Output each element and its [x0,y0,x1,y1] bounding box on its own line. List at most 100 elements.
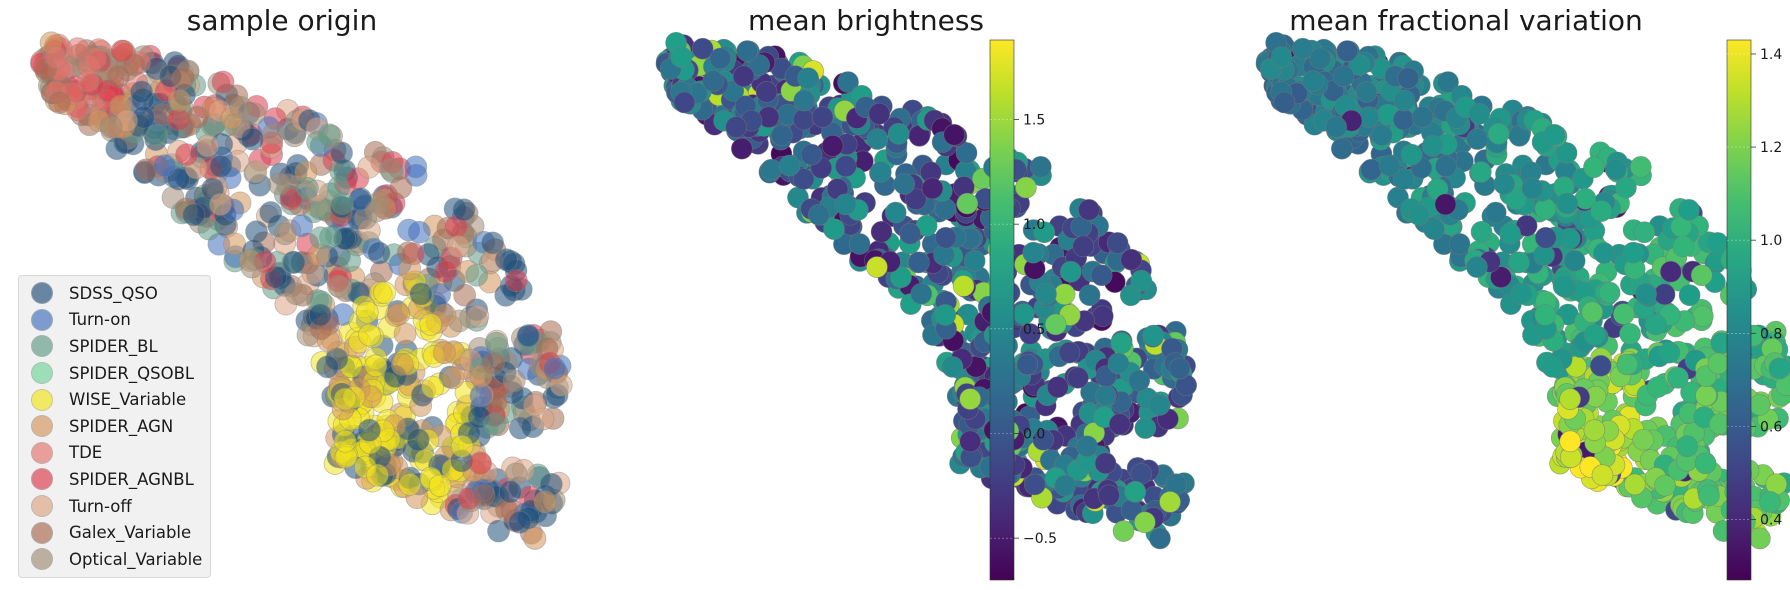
scatter-point [1644,313,1667,336]
scatter-point [273,222,297,246]
scatter-point [1091,305,1114,327]
scatter-point [483,412,507,436]
scatter-point [1044,313,1067,336]
scatter-point [797,67,819,90]
scatter-point [1421,135,1444,157]
scatter-point [910,282,933,305]
scatter-point [398,473,422,496]
scatter-point [308,303,332,327]
scatter-point [1392,108,1415,131]
scatter-point [1676,435,1698,458]
scatter-point [959,388,981,410]
legend-label: WISE_Variable [69,390,187,410]
scatter-point [893,173,916,195]
scatter-point [725,116,747,138]
scatter-point [1508,251,1530,274]
legend-entry: SPIDER_AGN [19,413,210,440]
scatter-point [1128,369,1151,392]
scatter-point [317,123,341,147]
scatter-point [327,274,350,298]
scatter-point [736,40,758,62]
scatter-point [1053,283,1076,306]
colorbar-tick-label: 1.5 [1023,113,1045,129]
scatter-point [364,199,388,223]
scatter-point [1095,384,1117,407]
scatter-point [890,266,912,289]
scatter-point [494,248,518,272]
scatter-point [1024,473,1046,496]
scatter-point [1015,176,1037,199]
scatter-point [1698,484,1720,507]
scatter-point [1378,154,1401,177]
scatter-point [955,142,978,164]
scatter-point [811,106,834,128]
scatter-point [956,192,979,215]
legend-label: SPIDER_BL [69,336,158,356]
scatter-point [921,177,944,200]
scatter-point [808,203,830,226]
scatter-point [282,250,306,274]
scatter-point [110,39,134,63]
scatter-point [105,137,129,161]
scatter-point [1360,158,1383,181]
colorbar-tick-label: −0.5 [1023,531,1057,547]
scatter-points [1255,31,1790,550]
scatter-point [1437,71,1459,93]
scatter-point [1291,37,1314,60]
scatter-point [1033,221,1056,244]
scatter-plot-sample-origin [30,31,573,550]
scatter-point [823,218,845,240]
scatter-point [1309,47,1332,70]
legend-label: SDSS_QSO [69,283,158,303]
scatter-point [1615,176,1637,199]
scatter-point [1448,233,1471,255]
panel-mean-fractional-variation: mean fractional variation 0.4 0.6 0.8 1.0 1.… [1200,0,1790,590]
scatter-point [1590,200,1613,222]
scatter-point [1120,248,1143,271]
scatter-point [338,249,362,273]
scatter-point [502,369,526,393]
scatter-point [1543,124,1566,146]
scatter-point [1355,81,1378,103]
scatter-point [1078,199,1100,221]
scatter-point [433,341,456,365]
scatter-point [196,134,220,158]
scatter-point [868,103,891,125]
scatter-point [523,393,547,417]
scatter-point [1581,301,1604,324]
scatter-point [333,387,357,411]
scatter-point [167,167,190,191]
scatter-point [908,251,930,274]
scatter-point [1022,241,1045,264]
scatter-point [209,192,232,216]
scatter-point [407,220,431,244]
scatter-point [452,198,476,222]
scatter-point [393,322,417,346]
scatter-point [1678,199,1700,221]
scatter-point [396,241,420,265]
legend-marker [31,415,53,438]
scatter-point [1619,323,1641,345]
scatter-point [1470,220,1493,243]
colorbar [989,39,1015,581]
scatter-point [130,80,153,104]
scatter-point [47,91,71,114]
scatter-point [153,154,177,178]
scatter-point [450,434,474,458]
scatter-point [1505,188,1527,210]
scatter-point [1563,250,1586,272]
colorbar-tick-label: 0.5 [1023,322,1045,338]
scatter-point [186,105,209,129]
scatter-point [197,217,221,241]
scatter-point [1659,260,1682,283]
scatter-point [175,143,199,167]
scatter-point [1490,266,1512,289]
scatter-point [453,283,477,307]
scatter-point [821,135,844,157]
scatter-point [1521,177,1544,200]
scatter-point [702,70,724,92]
scatter-point [76,69,100,93]
scatter-point [1749,527,1771,550]
scatter-point [1168,357,1191,380]
scatter-points [655,31,1197,550]
